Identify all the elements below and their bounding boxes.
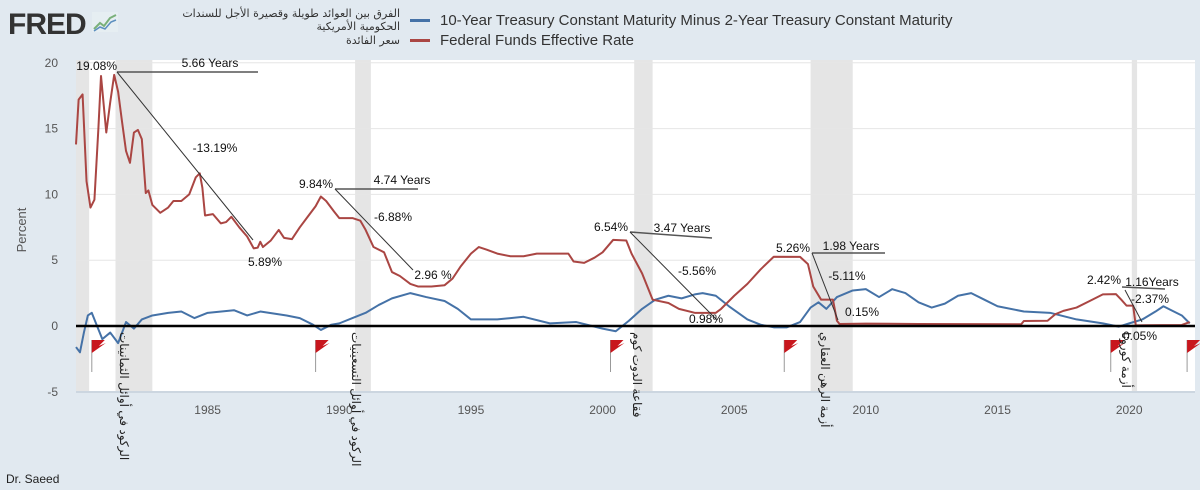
peak-label: 2.42%: [1087, 273, 1121, 287]
duration-label: 3.47 Years: [654, 221, 711, 235]
y-tick-label: 20: [45, 56, 59, 70]
x-tick-label: 2020: [1116, 403, 1143, 417]
duration-label: 1.16Years: [1125, 275, 1179, 289]
duration-line: [1121, 286, 1166, 290]
y-tick-label: 10: [45, 187, 59, 201]
trough-label: 0.15%: [845, 305, 879, 319]
change-label: -13.19%: [193, 141, 238, 155]
recession-label: الركود في أوائل التسعينيات: [349, 332, 364, 466]
legend: الفرق بين العوائد طويلة وقصيرة الأجل للس…: [150, 7, 1050, 50]
duration-label: 4.74 Years: [374, 173, 431, 187]
flag-icon: [315, 340, 330, 353]
recession-band: [810, 60, 853, 392]
legend-label-arabic: سعر الفائدة: [345, 33, 400, 47]
legend-swatch-red: [410, 38, 430, 42]
change-label: -2.37%: [1131, 292, 1169, 306]
recession-label: فقاعة الدوت كوم: [630, 332, 644, 417]
recession-label: أزمة الرهن العقاري: [818, 332, 833, 427]
recession-band: [1131, 60, 1138, 392]
legend-swatch-blue: [410, 18, 430, 22]
y-tick-label: 0: [51, 319, 58, 333]
legend-item-spread[interactable]: الفرق بين العوائد طويلة وقصيرة الأجل للس…: [150, 7, 1050, 33]
fred-logo: FRED: [8, 8, 87, 41]
x-tick-label: 1985: [194, 403, 221, 417]
recession-band: [634, 60, 653, 392]
peak-label: 9.84%: [299, 177, 333, 191]
author-credit: Dr. Saeed: [6, 472, 60, 486]
peak-label: 6.54%: [594, 220, 628, 234]
decline-line: [1124, 289, 1143, 323]
legend-item-fedfunds[interactable]: سعر الفائدة Federal Funds Effective Rate: [150, 30, 1050, 50]
legend-label: 10-Year Treasury Constant Maturity Minus…: [440, 11, 953, 29]
y-axis-label: Percent: [14, 207, 29, 252]
trough-label: 0.05%: [1123, 329, 1157, 343]
peak-label: 5.26%: [776, 241, 810, 255]
recession-band: [76, 60, 90, 392]
legend-label: Federal Funds Effective Rate: [440, 31, 634, 49]
duration-label: 5.66 Years: [182, 56, 239, 70]
legend-label-arabic: الفرق بين العوائد طويلة وقصيرة الأجل للس…: [182, 7, 400, 33]
series-line: [75, 288, 1191, 354]
change-label: -5.11%: [828, 269, 865, 283]
recession-label: أزمة كورونا: [1119, 332, 1134, 388]
trough-label: 0.98%: [689, 312, 723, 326]
change-label: -5.56%: [678, 264, 716, 278]
y-tick-label: 15: [45, 122, 59, 136]
y-tick-label: -5: [47, 385, 58, 399]
trough-label: 2.96 %: [414, 268, 452, 282]
flag-icon: [91, 340, 106, 353]
flag-icon: [1110, 340, 1125, 353]
decline-line: [116, 71, 254, 241]
decline-line: [811, 252, 839, 321]
peak-label: 19.08%: [76, 59, 117, 73]
x-tick-label: 2000: [589, 403, 616, 417]
flag-icon: [1187, 340, 1200, 353]
recession-label: الركود في أوائل الثمانينات: [117, 332, 132, 460]
y-tick-label: 5: [51, 253, 58, 267]
chart-line-icon: [92, 12, 118, 32]
duration-line: [629, 231, 713, 239]
duration-label: 1.98 Years: [823, 239, 880, 253]
series-line: [75, 73, 1191, 327]
decline-line: [334, 188, 414, 271]
change-label: -6.88%: [374, 210, 412, 224]
x-tick-label: 2010: [853, 403, 880, 417]
x-tick-label: 2015: [984, 403, 1011, 417]
x-tick-label: 2005: [721, 403, 748, 417]
flag-icon: [784, 340, 799, 353]
decline-line: [629, 231, 718, 321]
x-tick-label: 1995: [458, 403, 485, 417]
x-tick-label: 1990: [326, 403, 353, 417]
flag-icon: [610, 340, 625, 353]
trough-label: 5.89%: [248, 255, 282, 269]
